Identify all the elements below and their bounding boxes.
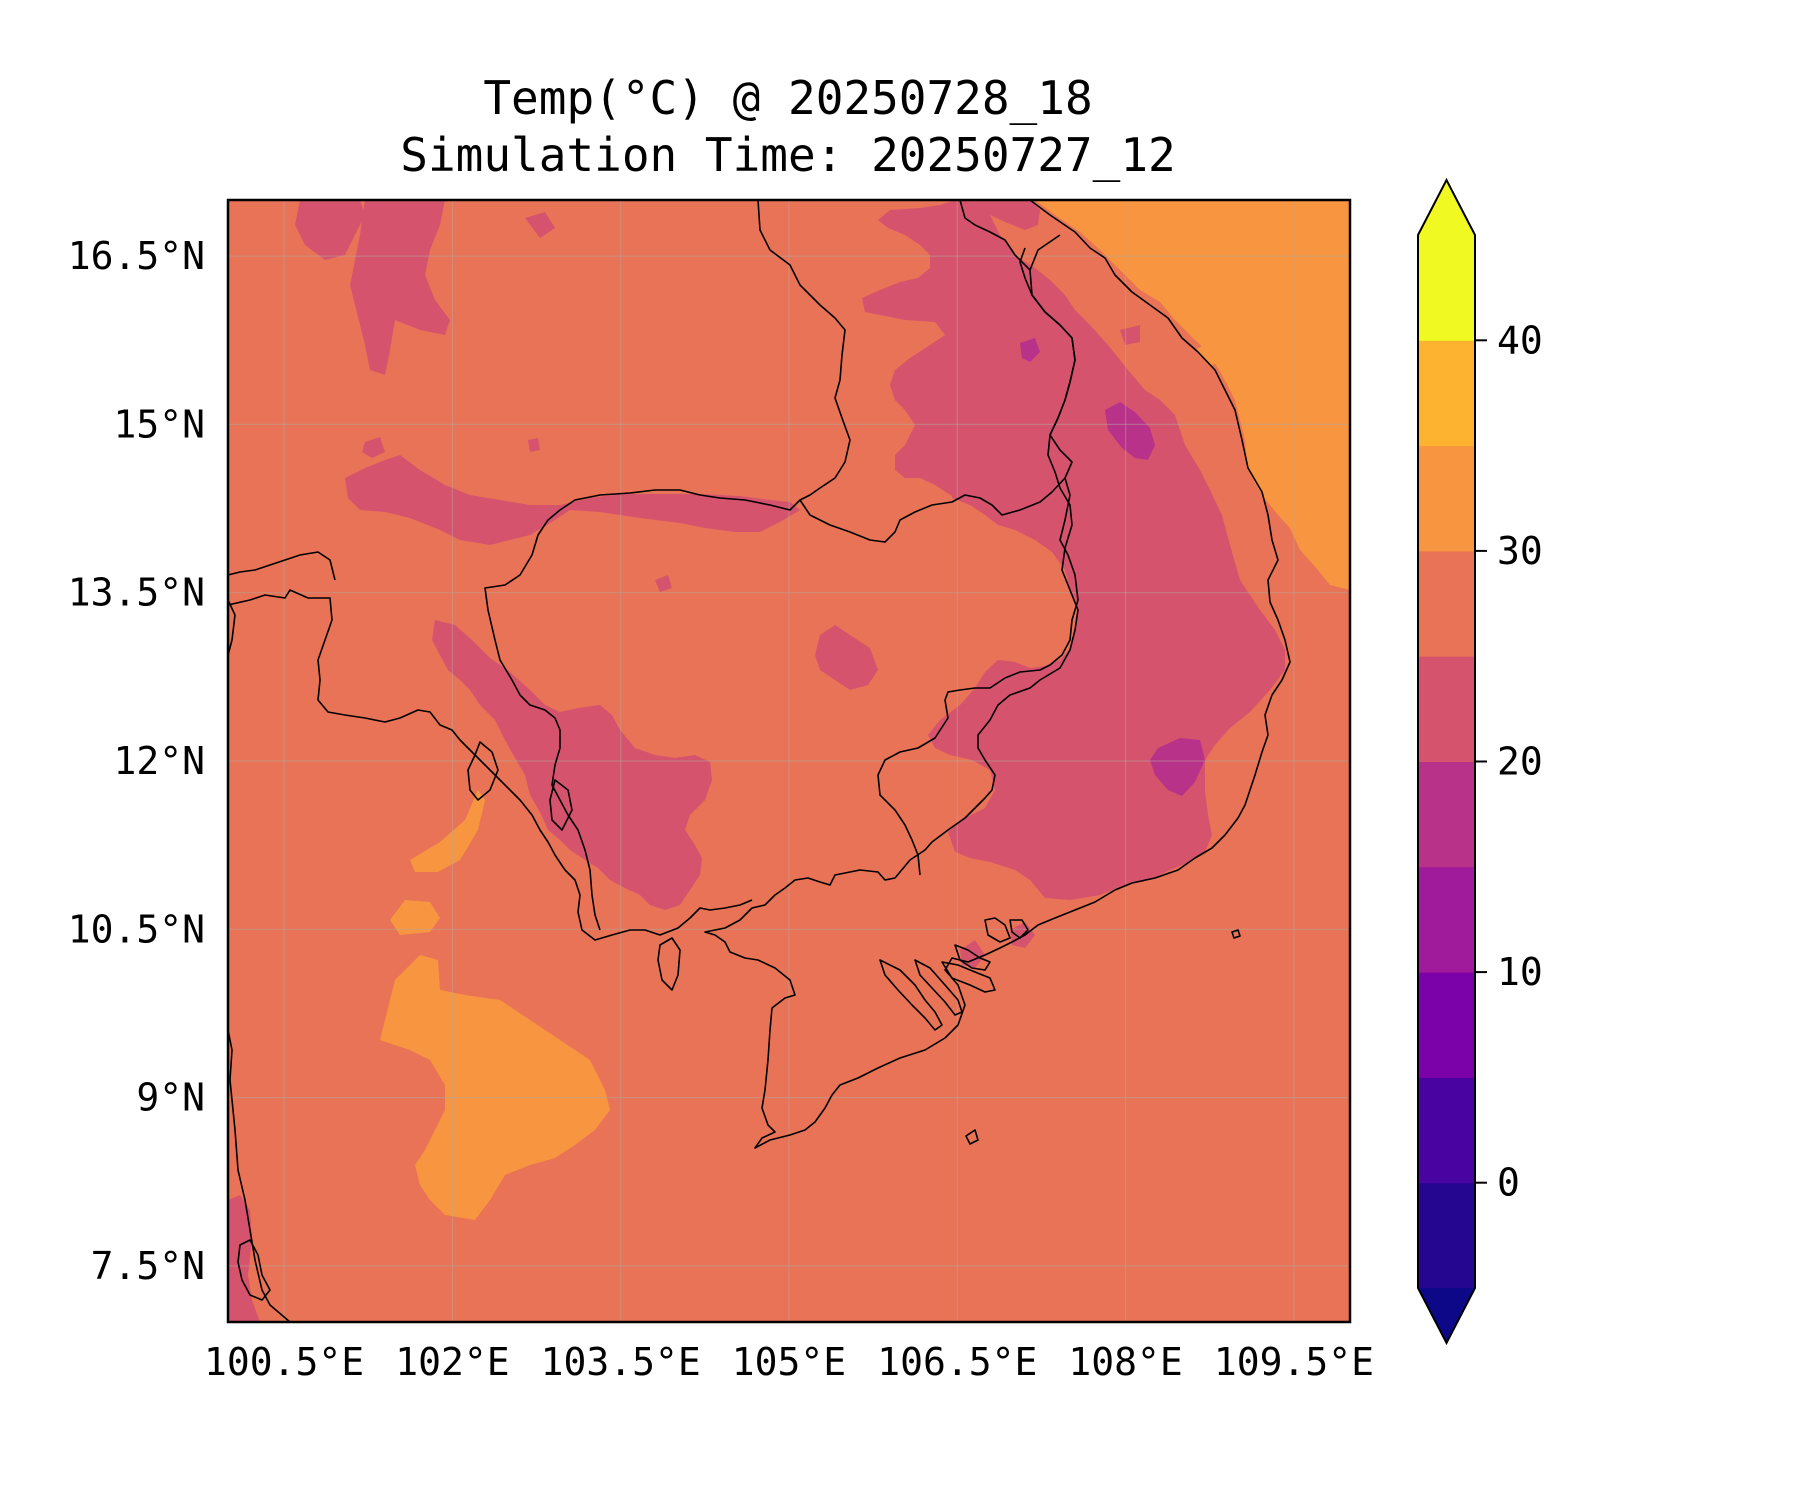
latitude-tick-label: 15°N	[113, 402, 205, 446]
longitude-tick-label: 106.5°E	[877, 1340, 1037, 1384]
latitude-tick-label: 12°N	[113, 739, 205, 783]
colorbar-tick-label: 40	[1497, 318, 1543, 362]
longitude-tick-label: 100.5°E	[204, 1340, 364, 1384]
colorbar-extend-min	[1418, 1288, 1475, 1343]
map-title: Temp(°C) @ 20250728_18 Simulation Time: …	[228, 70, 1348, 184]
title-line-2: Simulation Time: 20250727_12	[400, 128, 1176, 182]
longitude-tick-label: 103.5°E	[541, 1340, 701, 1384]
temperature-15-20-regions	[1020, 338, 1205, 796]
colorbar-segment	[1418, 1077, 1475, 1184]
longitude-tick-label: 105°E	[732, 1340, 846, 1384]
colorbar-segment	[1418, 235, 1475, 341]
gridlines	[228, 200, 1350, 1322]
latitude-tick-label: 16.5°N	[68, 234, 205, 278]
colorbar-tick-label: 10	[1497, 950, 1543, 994]
temperature-20-25-regions	[228, 200, 1285, 1322]
longitude-tick-labels: 100.5°E 102°E 103.5°E 105°E 106.5°E 108°E 109.…	[204, 1340, 1374, 1384]
colorbar: 0 10 20 30 40	[1417, 177, 1543, 1346]
colorbar-segment	[1418, 445, 1475, 552]
colorbar-segment	[1418, 972, 1475, 1078]
longitude-tick-label: 109.5°E	[1214, 1340, 1374, 1384]
colorbar-segment	[1418, 1182, 1475, 1289]
colorbar-tick-label: 20	[1497, 740, 1543, 784]
longitude-tick-label: 102°E	[395, 1340, 509, 1384]
colorbar-extend-max	[1418, 180, 1475, 235]
colorbar-tick-label: 30	[1497, 529, 1543, 573]
colorbar-segment	[1418, 866, 1475, 973]
latitude-tick-label: 9°N	[136, 1076, 205, 1120]
latitude-tick-label: 13.5°N	[68, 571, 205, 615]
colorbar-tick-label: 0	[1497, 1161, 1520, 1205]
colorbar-segment	[1418, 656, 1475, 762]
colorbar-segment	[1418, 761, 1475, 868]
latitude-tick-label: 7.5°N	[91, 1244, 205, 1288]
latitude-tick-labels: 16.5°N 15°N 13.5°N 12°N 10.5°N 9°N 7.5°N	[68, 234, 205, 1288]
title-line-1: Temp(°C) @ 20250728_18	[483, 71, 1093, 125]
colorbar-outline	[1417, 177, 1476, 1346]
map-area	[228, 200, 1350, 1322]
map-frame	[226, 198, 1352, 1324]
coastlines-and-borders	[228, 200, 1291, 1322]
temperature-30-35-regions	[380, 200, 1350, 1220]
colorbar-segment	[1418, 550, 1475, 657]
longitude-tick-label: 108°E	[1068, 1340, 1182, 1384]
latitude-tick-label: 10.5°N	[68, 907, 205, 951]
colorbar-segment	[1418, 340, 1475, 447]
